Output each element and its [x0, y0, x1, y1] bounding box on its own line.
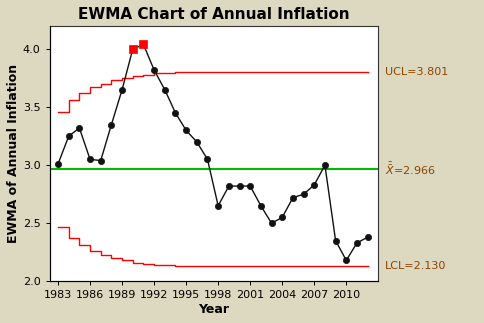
Text: LCL=2.130: LCL=2.130	[384, 261, 445, 271]
Y-axis label: EWMA of Annual Inflation: EWMA of Annual Inflation	[7, 64, 20, 243]
X-axis label: Year: Year	[198, 303, 229, 316]
Title: EWMA Chart of Annual Inflation: EWMA Chart of Annual Inflation	[78, 7, 349, 22]
Text: $\bar{\bar{X}}$=2.966: $\bar{\bar{X}}$=2.966	[384, 161, 435, 177]
Text: UCL=3.801: UCL=3.801	[384, 67, 447, 77]
